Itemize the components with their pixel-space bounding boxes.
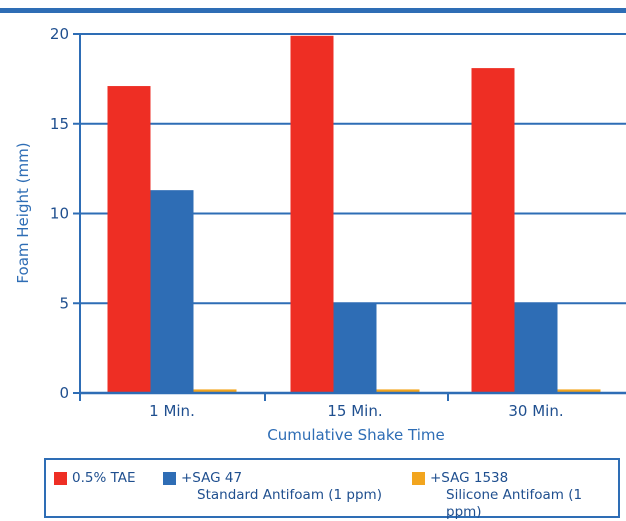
legend-sub-sag47: Standard Antifoam (1 ppm) <box>197 487 382 503</box>
y-tick-label: 5 <box>59 294 69 312</box>
legend-label-sag47: +SAG 47 Standard Antifoam (1 ppm) <box>181 470 382 504</box>
legend-swatch-sag47 <box>163 472 176 485</box>
bar <box>376 389 420 393</box>
x-tick-label: 30 Min. <box>508 402 563 420</box>
legend-item-sag47: +SAG 47 Standard Antifoam (1 ppm) <box>163 470 382 504</box>
bars <box>107 35 601 394</box>
x-axis-title: Cumulative Shake Time <box>267 426 444 444</box>
bar <box>471 68 515 393</box>
y-tick-label: 0 <box>59 384 69 402</box>
bar <box>290 35 334 394</box>
legend-name-tae: 0.5% TAE <box>72 470 136 486</box>
legend-sub-sag1538: Silicone Antifoam (1 ppm) <box>446 487 583 520</box>
bar-chart: 0 5 10 15 20 1 Min. 15 Min. 30 Min. Foam Height… <box>14 25 626 444</box>
bar <box>333 303 377 393</box>
bar <box>150 190 194 393</box>
top-rule <box>0 8 626 13</box>
legend-item-sag1538: +SAG 1538 Silicone Antifoam (1 ppm) <box>412 470 618 521</box>
legend-swatch-tae <box>54 472 67 485</box>
x-tick-label: 15 Min. <box>327 402 382 420</box>
x-tick-label: 1 Min. <box>149 402 195 420</box>
y-axis-title: Foam Height (mm) <box>14 142 32 283</box>
bar <box>514 303 558 393</box>
y-tick-label: 15 <box>50 115 69 133</box>
bar <box>193 389 237 393</box>
bar <box>557 389 601 393</box>
legend-name-sag47: +SAG 47 <box>181 470 243 486</box>
legend-item-tae: 0.5% TAE <box>54 470 136 487</box>
axes: 0 5 10 15 20 1 Min. 15 Min. 30 Min. <box>50 25 626 420</box>
legend: 0.5% TAE +SAG 47 Standard Antifoam (1 pp… <box>44 458 620 521</box>
legend-label-sag1538: +SAG 1538 Silicone Antifoam (1 ppm) <box>430 470 618 521</box>
y-tick-label: 10 <box>50 205 69 223</box>
y-tick-label: 20 <box>50 25 69 43</box>
legend-swatch-sag1538 <box>412 472 425 485</box>
legend-name-sag1538: +SAG 1538 <box>430 470 509 486</box>
legend-label-tae: 0.5% TAE <box>72 470 136 487</box>
bar <box>107 86 151 394</box>
